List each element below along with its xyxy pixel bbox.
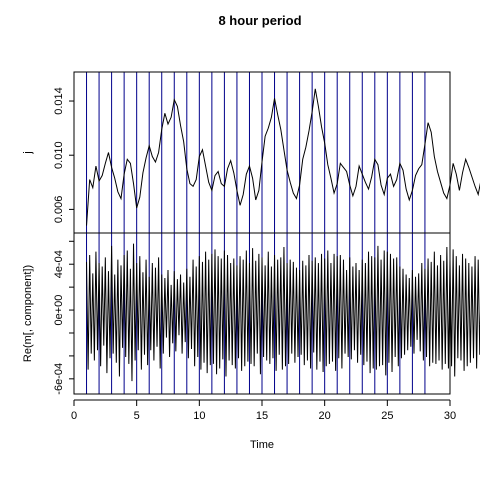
x-tick-label-4: 20 — [319, 410, 331, 422]
x-tick-label-3: 15 — [256, 410, 268, 422]
series-line-0 — [86, 88, 480, 226]
y-axis-bottom: -6e-04 0e+00 4e-04 — [53, 240, 74, 395]
y-tick-label-1-0: -6e-04 — [53, 363, 65, 395]
y-tick-label-0-0: 0.006 — [53, 196, 65, 224]
panel-bottom-frame — [73, 232, 451, 395]
y-axis-label-top: j — [22, 151, 34, 154]
y-tick-label-0-1: 0.010 — [53, 141, 65, 169]
series-line-1 — [86, 243, 480, 382]
x-tick-label-5: 25 — [381, 410, 393, 422]
y-axis-label-bottom: Re(m[, component]) — [22, 265, 34, 362]
series-bottom — [86, 243, 480, 382]
x-tick-label-1: 5 — [134, 410, 140, 422]
x-axis: 0 5 10 15 20 25 30 — [71, 399, 456, 422]
y-tick-label-0-2: 0.014 — [53, 87, 65, 115]
y-tick-label-1-2: 4e-04 — [53, 250, 65, 278]
x-tick-label-6: 30 — [444, 410, 456, 422]
x-tick-label-2: 10 — [193, 410, 205, 422]
y-axis-top: 0.006 0.010 0.014 — [53, 87, 74, 223]
y-tick-label-1-1: 0e+00 — [53, 295, 65, 326]
series-top — [86, 88, 480, 226]
x-tick-label-0: 0 — [71, 410, 77, 422]
x-axis-label: Time — [250, 439, 274, 451]
chart-title: 8 hour period — [218, 13, 301, 28]
